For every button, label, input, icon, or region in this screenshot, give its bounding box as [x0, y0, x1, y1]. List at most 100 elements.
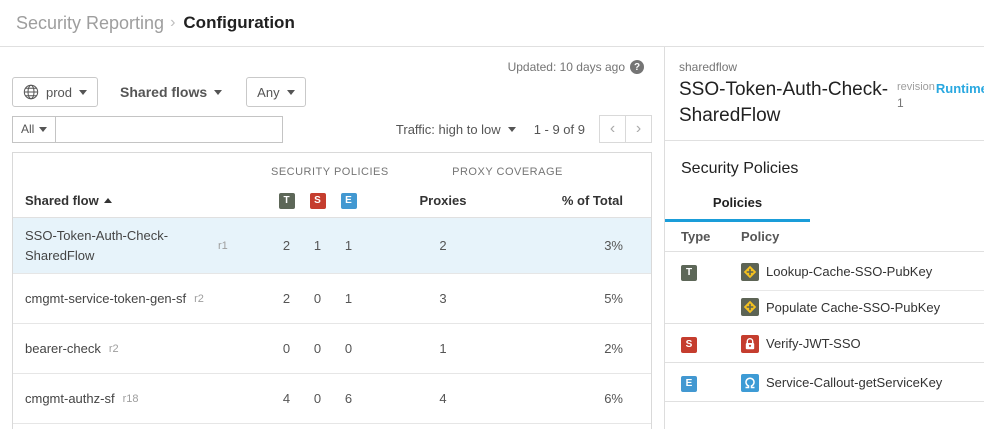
pagination-range: 1 - 9 of 9	[533, 121, 585, 137]
table-row[interactable]: cmgmt-service-token-gen-sf r2 2 0 1 3 5%	[13, 274, 651, 324]
policy-item[interactable]: Verify-JWT-SSO	[741, 332, 984, 362]
traffic-count: 4	[282, 391, 291, 406]
proxies-column-header[interactable]: Proxies	[419, 192, 467, 208]
policy-table-header: Type Policy	[665, 222, 984, 253]
pct-of-total: 6%	[604, 391, 623, 406]
policy-name: Verify-JWT-SSO	[766, 336, 861, 352]
security-count: 1	[313, 238, 322, 253]
extension-count: 1	[344, 238, 353, 253]
table-row[interactable]: cmgmt-authz-sf r18 4 0 6 4 6%	[13, 374, 651, 424]
search-input[interactable]	[55, 115, 284, 143]
security-count: 0	[313, 291, 322, 306]
environment-label: prod	[46, 84, 73, 100]
chevron-down-icon	[39, 126, 48, 132]
traffic-count: 2	[282, 238, 291, 253]
revision-block: revision 1 Runtime	[897, 77, 984, 128]
updated-text: Updated: 10 days ago	[507, 60, 625, 74]
scope-label: Shared flows	[120, 84, 208, 100]
type-column-header: Type	[681, 229, 711, 245]
next-page-button[interactable]: ›	[625, 115, 652, 143]
flow-name: bearer-check	[25, 340, 101, 356]
lock-icon	[741, 334, 759, 353]
proxies-count: 4	[439, 391, 447, 406]
detail-panel: sharedflow SSO-Token-Auth-Check-SharedFl…	[664, 47, 984, 429]
traffic-count: 0	[282, 341, 291, 356]
chevron-down-icon	[507, 126, 516, 132]
policy-name: Service-Callout-getServiceKey	[766, 375, 943, 391]
proxies-count: 2	[439, 238, 447, 253]
policy-column-header: Policy	[741, 229, 780, 245]
security-badge-icon: S	[681, 336, 697, 353]
proxies-count: 3	[439, 291, 447, 306]
detail-header: sharedflow SSO-Token-Auth-Check-SharedFl…	[665, 47, 984, 142]
table-group-header-row: SECURITY POLICIES PROXY COVERAGE	[13, 153, 651, 183]
flow-name: cmgmt-service-token-gen-sf	[25, 290, 187, 306]
report-area: Updated: 10 days ago ? prod Shared flows	[0, 47, 664, 429]
pct-of-total: 2%	[604, 341, 623, 356]
policy-name: Lookup-Cache-SSO-PubKey	[766, 264, 933, 280]
revision-label: revision	[897, 81, 935, 93]
traffic-sort-label: Traffic: high to low	[395, 121, 501, 137]
prev-page-button[interactable]: ‹	[599, 115, 626, 143]
flow-revision: r18	[122, 392, 139, 405]
chevron-down-icon	[79, 89, 88, 95]
shared-flow-column-header[interactable]: Shared flow	[13, 193, 271, 208]
policy-group-extension: E Service-Callout-getServiceKey	[665, 363, 984, 403]
help-icon[interactable]: ?	[630, 60, 644, 74]
detail-title: SSO-Token-Auth-Check-SharedFlow	[679, 79, 889, 126]
tab-policies[interactable]: Policies	[665, 178, 810, 223]
extension-badge-icon: E	[681, 375, 697, 392]
globe-icon	[23, 84, 39, 100]
any-filter-dropdown[interactable]: Any	[246, 77, 306, 107]
page-title: Configuration	[183, 13, 295, 32]
pagination-controls: ‹ ›	[599, 115, 652, 143]
security-count: 0	[313, 391, 322, 406]
traffic-sort-dropdown[interactable]: Traffic: high to low	[396, 122, 516, 137]
scope-dropdown[interactable]: Shared flows	[120, 84, 223, 100]
extension-count: 6	[344, 391, 353, 406]
filter-row-secondary: All Traffic: high to low 1 - 9 of 9 ‹ ›	[0, 107, 664, 143]
cache-icon	[741, 262, 759, 281]
security-badge-icon: S	[309, 192, 326, 209]
pct-total-column-header[interactable]: % of Total	[561, 192, 623, 208]
sort-ascending-icon	[103, 197, 112, 203]
traffic-badge-icon: T	[681, 264, 697, 281]
policy-item[interactable]: Lookup-Cache-SSO-PubKey	[741, 260, 984, 290]
security-count: 0	[313, 341, 322, 356]
table-row[interactable]: bearer-check r2 0 0 0 1 2%	[13, 324, 651, 374]
traffic-count: 2	[282, 291, 291, 306]
runtime-link[interactable]: Runtime	[935, 81, 984, 96]
callout-icon	[741, 373, 759, 392]
policy-group-security: S Verify-JWT-SSO	[665, 324, 984, 364]
table-column-header-row: Shared flow T S E Proxies % of Total	[13, 183, 651, 218]
policy-item[interactable]: Service-Callout-getServiceKey	[741, 371, 984, 401]
flow-name: SSO-Token-Auth-Check-SharedFlow	[25, 228, 169, 263]
flow-revision: r2	[194, 292, 204, 305]
pct-of-total: 5%	[604, 291, 623, 306]
breadcrumb: Security Reporting › Configuration	[0, 0, 984, 47]
search-scope-dropdown[interactable]: All	[12, 115, 57, 143]
proxies-count: 1	[439, 341, 447, 356]
flow-name: cmgmt-authz-sf	[25, 390, 115, 406]
security-policies-group-header: SECURITY POLICIES	[271, 166, 389, 178]
extension-badge-icon: E	[340, 192, 357, 209]
extension-count: 0	[344, 341, 353, 356]
pct-of-total: 3%	[604, 238, 623, 253]
security-policies-heading: Security Policies	[681, 160, 799, 178]
any-filter-label: Any	[257, 84, 280, 100]
policy-group-traffic: T Lookup-Cache-SSO-PubKey	[665, 252, 984, 325]
search-group: All	[12, 115, 284, 143]
flow-revision: r2	[108, 342, 119, 355]
policy-name: Populate Cache-SSO-PubKey	[766, 299, 941, 315]
policy-item[interactable]: Populate Cache-SSO-PubKey	[741, 290, 984, 323]
updated-status: Updated: 10 days ago ?	[0, 47, 664, 75]
breadcrumb-separator-icon: ›	[170, 14, 176, 31]
filter-row-primary: prod Shared flows Any	[0, 75, 664, 107]
flow-revision: r1	[218, 239, 228, 252]
shared-flows-table: SECURITY POLICIES PROXY COVERAGE Shared …	[12, 152, 652, 429]
extension-count: 1	[344, 291, 353, 306]
environment-dropdown[interactable]: prod	[12, 77, 99, 107]
breadcrumb-parent-link[interactable]: Security Reporting	[16, 12, 165, 33]
revision-value: 1	[897, 96, 904, 110]
table-row[interactable]: SSO-Token-Auth-Check-SharedFlow r1 2 1 1…	[13, 218, 651, 274]
